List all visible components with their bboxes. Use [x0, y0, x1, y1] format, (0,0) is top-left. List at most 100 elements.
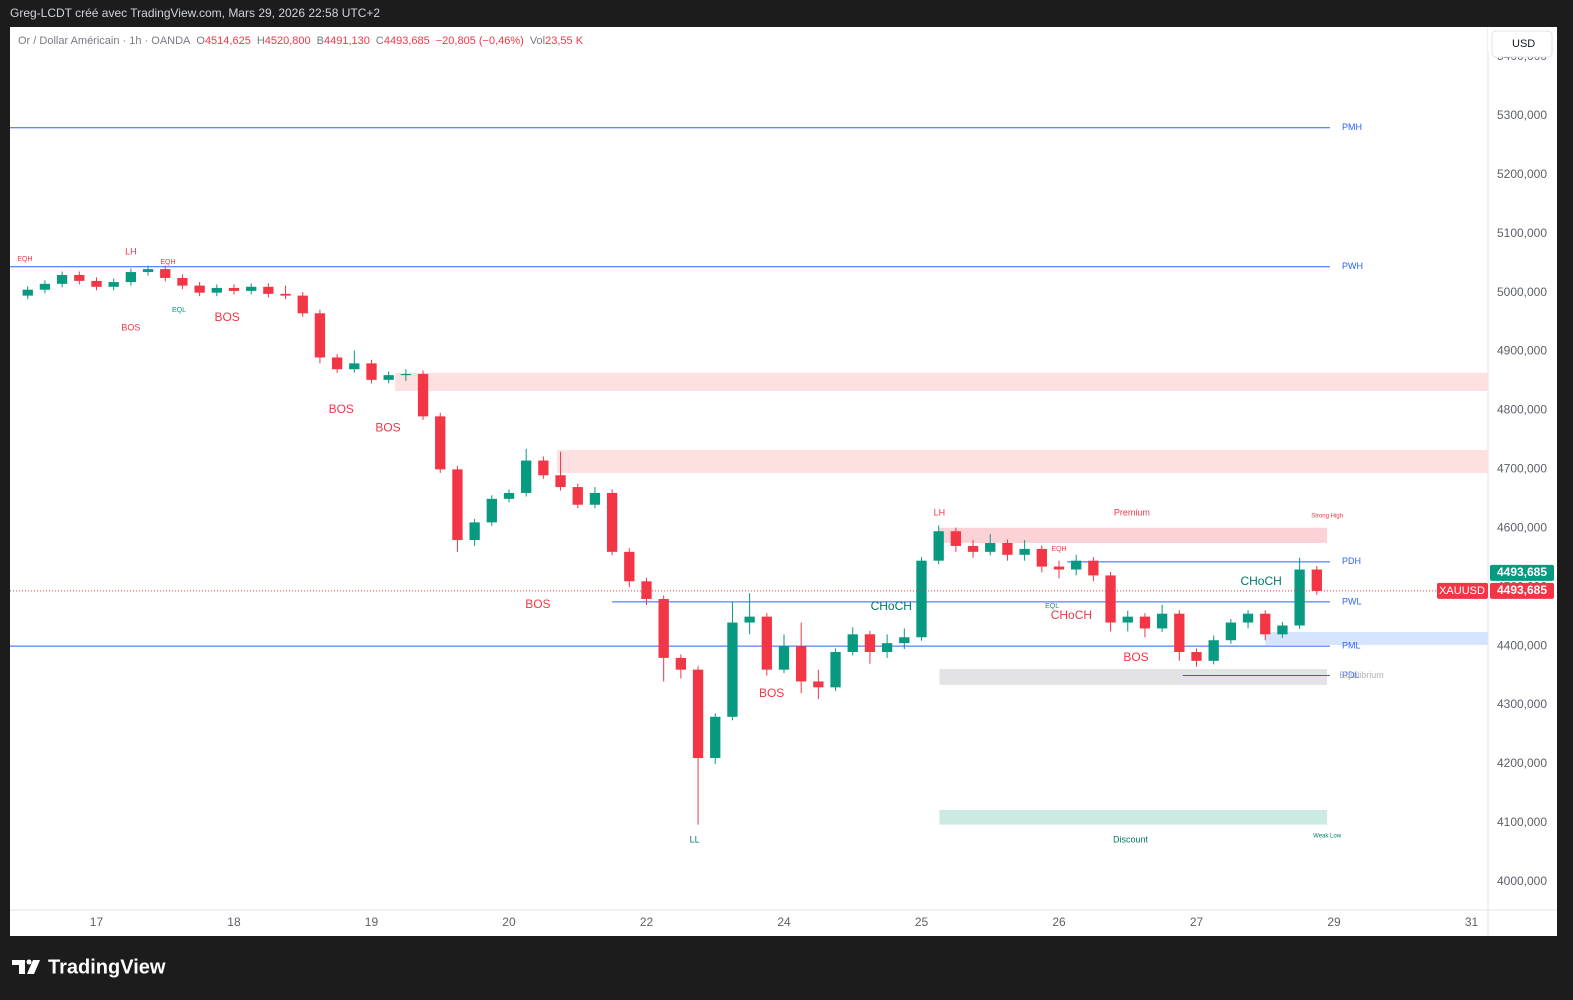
candle-body [56, 274, 68, 284]
annotation: Strong High [1311, 513, 1343, 519]
symbol: Or / Dollar Américain · 1h · OANDA [18, 35, 191, 47]
candle-body [1174, 613, 1185, 652]
annotation: BOS [329, 402, 354, 416]
candle-body [366, 363, 377, 380]
candle-body [1019, 548, 1030, 555]
ohlc-label: C [376, 35, 384, 47]
x-tick-label: 19 [365, 915, 379, 929]
candle-body [503, 492, 515, 499]
annotation: CHoCH [1051, 608, 1092, 622]
y-tick-label: 4300,000 [1497, 697, 1547, 711]
candle-body [881, 643, 893, 652]
candle-body [796, 646, 807, 682]
y-tick-label: 4700,000 [1497, 462, 1547, 476]
x-tick-label: 27 [1190, 915, 1204, 929]
annotation: BOS [214, 310, 239, 324]
currency-button[interactable] [1491, 30, 1553, 58]
brand: TradingView [48, 956, 166, 978]
candle-body [1105, 575, 1116, 623]
candle-body [1088, 560, 1099, 576]
candle-body [1122, 616, 1133, 623]
x-tick-label: 22 [640, 915, 654, 929]
y-tick-label: 4400,000 [1497, 638, 1547, 652]
candle-body [1071, 560, 1082, 570]
price-tag-close [1490, 564, 1554, 581]
annotation: Equilibrium [1339, 670, 1384, 680]
x-tick-label: 25 [915, 915, 929, 929]
candle-body [177, 277, 188, 286]
candle-body [160, 269, 171, 278]
candle-body [606, 492, 618, 552]
candle-body [761, 616, 772, 670]
annotation: EQH [1051, 546, 1066, 553]
annotation: CHoCH [871, 599, 912, 613]
candle-body [830, 651, 841, 688]
candle-body [624, 551, 635, 582]
ohlc-value: 4493,685 [384, 35, 430, 47]
candle-body [1139, 616, 1151, 629]
zone [557, 449, 1488, 473]
y-tick-label: 5200,000 [1497, 167, 1547, 181]
candle-body [1260, 613, 1271, 635]
candle-body [74, 274, 85, 281]
x-tick-label: 18 [227, 915, 241, 929]
y-tick-label: 4100,000 [1497, 815, 1547, 829]
candle-body [744, 616, 755, 623]
candle-body [435, 416, 446, 470]
candle-body [297, 295, 308, 314]
candle-body [246, 286, 257, 291]
candle-body [194, 285, 205, 293]
y-tick-label: 5000,000 [1497, 285, 1547, 299]
volume: 23,55 K [545, 35, 584, 47]
candle-body [1242, 613, 1254, 623]
x-tick-label: 20 [502, 915, 516, 929]
price-tag-close-label: 4493,685 [1497, 565, 1547, 579]
candle-body [589, 492, 601, 505]
ohlc-value: 4514,625 [205, 35, 251, 47]
candle-body [263, 286, 274, 294]
x-tick-label: 24 [777, 915, 791, 929]
y-tick-label: 4800,000 [1497, 403, 1547, 417]
annotation: LH [934, 507, 946, 517]
logo-mark [12, 960, 25, 974]
x-tick-label: 17 [90, 915, 104, 929]
candle-body [933, 531, 944, 561]
candle-body [314, 313, 326, 358]
zone [939, 809, 1328, 825]
candle-body [280, 293, 291, 296]
x-tick-label: 29 [1327, 915, 1341, 929]
candle-body [555, 475, 566, 488]
candle-body [950, 531, 962, 546]
annotation: Premium [1114, 507, 1150, 517]
annotation: EQL [1045, 603, 1059, 610]
level-label: PWL [1342, 596, 1362, 606]
candle-body [538, 460, 549, 476]
candle-body [211, 287, 222, 293]
candle-body [142, 269, 154, 273]
candle-body [1191, 651, 1202, 661]
price-tag-label: 4493,685 [1497, 583, 1547, 597]
candle-body [847, 634, 858, 652]
candle-body [985, 543, 996, 552]
candle-body [22, 289, 33, 296]
y-tick-label: 4000,000 [1497, 874, 1547, 888]
zone [394, 372, 1489, 392]
y-tick-label: 5100,000 [1497, 226, 1547, 240]
legend-line: Or / Dollar Américain · 1h · OANDA O4514,… [18, 35, 584, 47]
ohlc-label: H [257, 35, 265, 47]
brand-logo [12, 959, 40, 974]
candle-body [658, 598, 669, 658]
symbol-tag [1437, 582, 1488, 599]
candle-body [486, 498, 497, 523]
level-label: PDL [1342, 670, 1360, 680]
candle-body [899, 637, 910, 644]
currency[interactable]: USD [1512, 38, 1535, 50]
ohlc-label: B [317, 35, 324, 47]
candle-body [641, 581, 652, 599]
candle-body [1002, 543, 1013, 555]
annotation: CHoCH [1240, 574, 1281, 588]
candle-body [108, 282, 119, 287]
y-tick-label: 4600,000 [1497, 520, 1547, 534]
